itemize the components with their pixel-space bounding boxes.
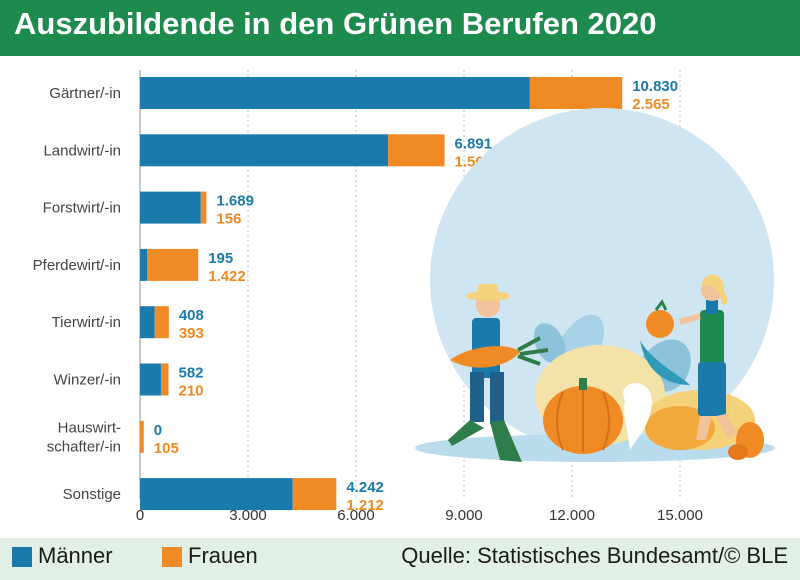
value-label-women: 105 [154, 440, 179, 457]
value-label-men: 10.830 [632, 78, 678, 95]
value-label-men: 4.242 [346, 479, 384, 496]
bar-men [140, 248, 148, 281]
category-label: Hauswirt- [58, 419, 121, 436]
bar-women [200, 191, 207, 224]
bar-men [140, 306, 155, 339]
value-label-men: 1.689 [216, 193, 254, 210]
x-tick-label: 3.000 [229, 507, 267, 524]
bar-men [140, 134, 389, 167]
legend-swatch-men [12, 547, 32, 567]
value-label-men: 6.891 [455, 135, 493, 152]
x-tick-label: 9.000 [445, 507, 483, 524]
source-note: Quelle: Statistisches Bundesamt/© BLE [401, 543, 788, 568]
value-label-women: 1.212 [346, 497, 384, 514]
bar-men [140, 77, 530, 109]
category-label: Sonstige [63, 486, 121, 503]
value-label-women: 1.422 [208, 268, 246, 285]
category-label: Pferdewirt/-in [33, 257, 121, 274]
farmer-man [448, 284, 549, 462]
value-label-women: 210 [179, 383, 204, 400]
value-label-men: 582 [179, 365, 204, 382]
chart-area: 0 3.000 6.000 9.000 12.000 15.000 Gärtner/-in 1… [33, 70, 775, 524]
x-tick-label: 15.000 [657, 507, 703, 524]
bar-men [140, 363, 161, 396]
title-bar: Auszubildende in den Grünen Berufen 2020 [0, 0, 800, 56]
value-label-women: 2.565 [632, 96, 670, 113]
legend-label-men: Männer [38, 543, 113, 568]
bar-women [529, 77, 623, 109]
leaf-shape [533, 323, 566, 364]
category-label: Gärtner/-in [49, 85, 121, 102]
pepper-illustration [728, 444, 748, 460]
value-label-men: 0 [154, 422, 162, 439]
bar-women [147, 248, 199, 281]
pumpkin-ridge [556, 388, 610, 452]
category-label: Landwirt/-in [43, 142, 121, 159]
value-label-men: 195 [208, 250, 233, 267]
category-label: schafter/-in [47, 438, 121, 455]
category-label: Forstwirt/-in [43, 200, 121, 217]
bar-women [292, 478, 337, 511]
value-label-women: 393 [179, 325, 204, 342]
footer-bar [0, 538, 800, 580]
bar-women [388, 134, 445, 167]
bar-women [160, 363, 169, 396]
radish-illustration [623, 383, 652, 450]
farmer-woman [646, 274, 738, 440]
legend-label-women: Frauen [188, 543, 258, 568]
category-label: Winzer/-in [53, 372, 121, 389]
bar-women [140, 420, 144, 453]
bar-women [154, 306, 169, 339]
bar-men [140, 191, 201, 224]
value-label-men: 408 [179, 307, 204, 324]
farmers-illustration [415, 108, 775, 462]
leaf-shape [640, 340, 690, 385]
x-tick-label: 0 [136, 507, 144, 524]
pumpkin-stem [579, 378, 587, 390]
category-label: Tierwirt/-in [52, 314, 121, 331]
chart-title: Auszubildende in den Grünen Berufen 2020 [14, 6, 657, 41]
bar-men [140, 478, 293, 511]
x-tick-label: 6.000 [337, 507, 375, 524]
x-tick-label: 12.000 [549, 507, 595, 524]
value-label-women: 156 [216, 211, 241, 228]
legend-swatch-women [162, 547, 182, 567]
